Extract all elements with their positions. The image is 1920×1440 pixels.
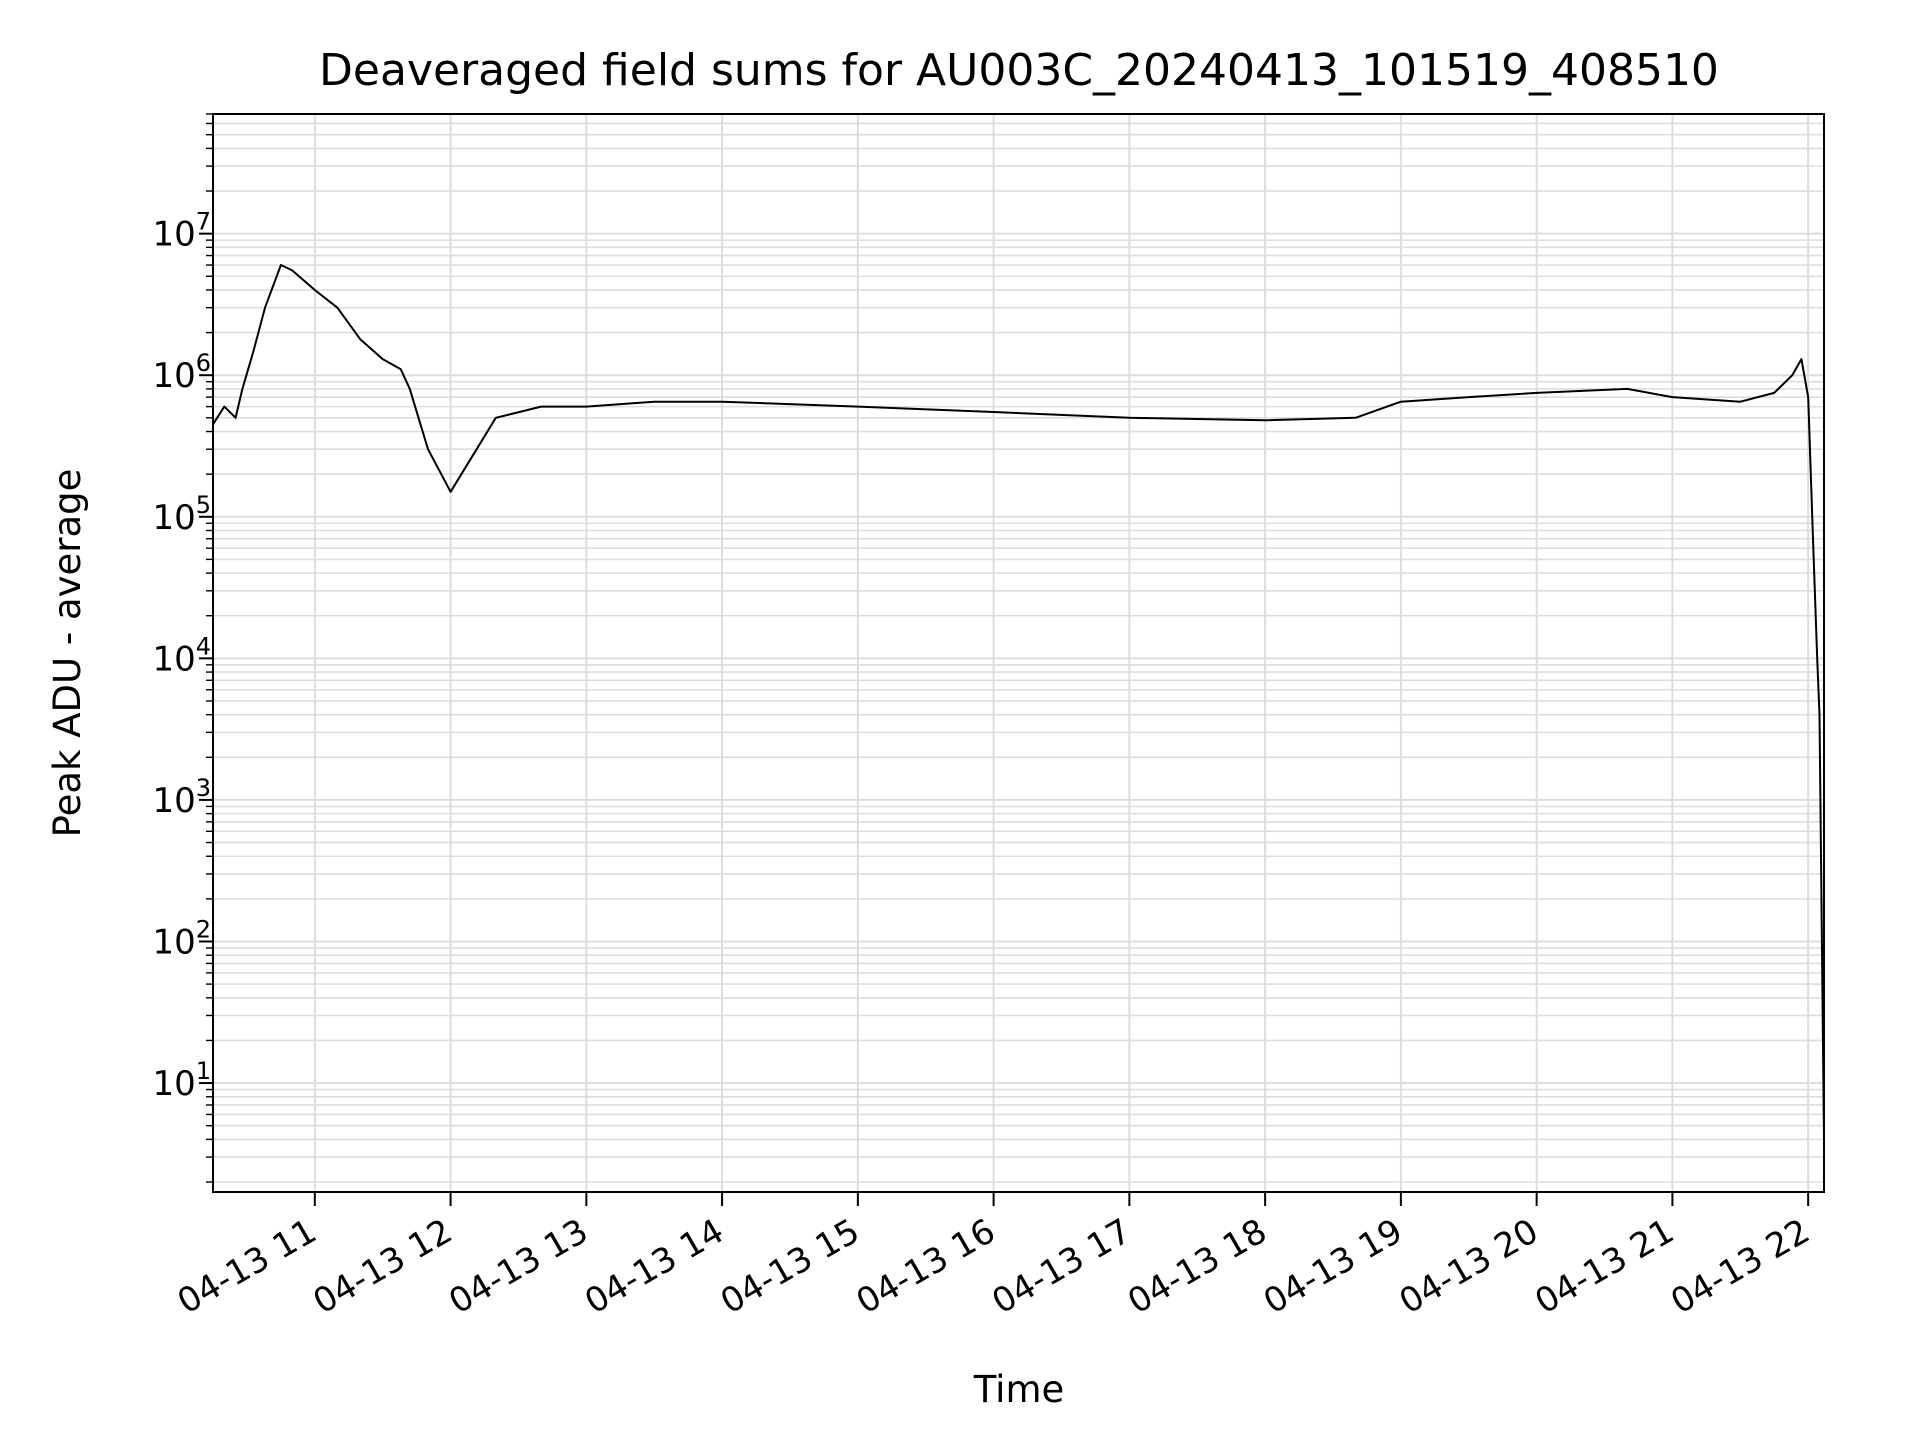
x-axis-label: Time: [973, 1368, 1065, 1411]
y-tick-label: 105: [152, 491, 211, 538]
y-tick-label: 103: [152, 774, 211, 821]
y-tick-label: 101: [152, 1057, 211, 1104]
y-axis-label: Peak ADU - average: [46, 469, 89, 838]
series-line: [212, 264, 1825, 1140]
y-tick-label: 107: [152, 208, 211, 255]
chart-title: Deaveraged field sums for AU003C_2024041…: [319, 45, 1719, 96]
y-axis: 101 102 103 104 105 106 107: [152, 113, 213, 1183]
y-tick-label: 102: [152, 915, 211, 962]
y-tick-label: 106: [152, 349, 211, 396]
y-tick-label: 104: [152, 632, 211, 679]
series-layer: [212, 264, 1825, 1140]
plot-frame: [212, 113, 1825, 1193]
